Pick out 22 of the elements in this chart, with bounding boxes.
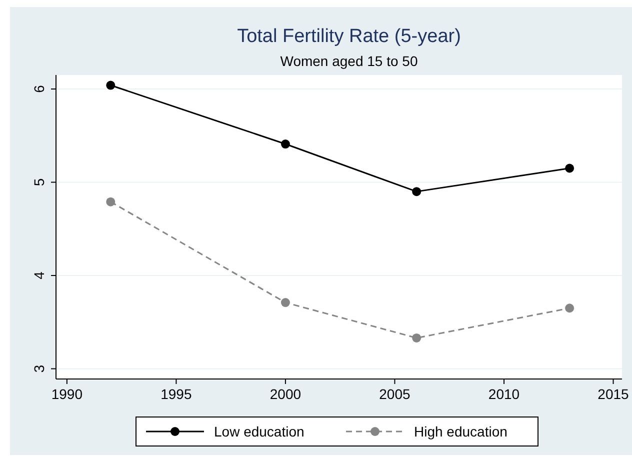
- point: [412, 187, 422, 196]
- chart-title: Total Fertility Rate (5-year): [237, 26, 461, 47]
- legend-label: High education: [414, 424, 508, 440]
- y-tick-label: 6: [31, 84, 47, 93]
- y-tick-label: 5: [31, 178, 47, 186]
- point: [280, 298, 290, 308]
- chart-subtitle: Women aged 15 to 50: [280, 53, 418, 69]
- legend-label: Low education: [214, 424, 304, 440]
- x-tick-label: 2000: [270, 386, 302, 402]
- x-tick-label: 1995: [160, 386, 192, 402]
- point: [565, 164, 574, 173]
- x-tick-label: 2005: [379, 386, 411, 402]
- point: [280, 140, 290, 149]
- point: [412, 333, 422, 342]
- x-tick-label: 2015: [598, 386, 630, 402]
- point: [565, 304, 574, 313]
- y-tick-label: 4: [31, 271, 47, 280]
- point: [106, 197, 116, 206]
- x-tick-label: 2010: [488, 386, 520, 402]
- point: [106, 80, 116, 90]
- y-tick-label: 3: [31, 364, 47, 373]
- x-tick-label: 1990: [51, 386, 83, 402]
